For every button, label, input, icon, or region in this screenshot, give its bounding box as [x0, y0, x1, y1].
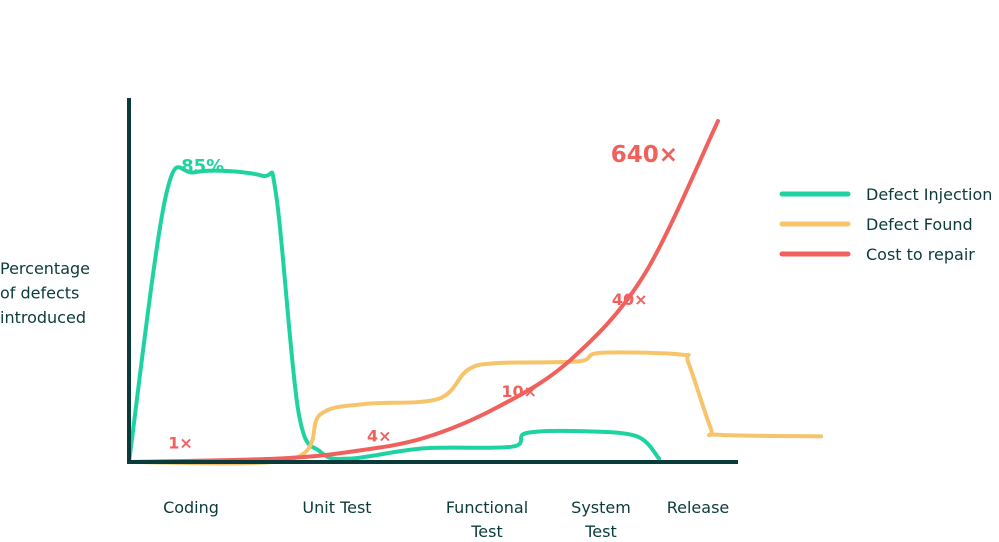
- x-tick-label: Unit Test: [302, 498, 371, 517]
- x-tick-label: Functional Test: [446, 498, 528, 541]
- y-axis-label-line: Percentage: [0, 259, 90, 278]
- x-tick-label-line: Test: [584, 522, 617, 541]
- x-tick-label-line: Release: [667, 498, 730, 517]
- series-line-2: [127, 350, 824, 466]
- x-tick-label-line: System: [571, 498, 631, 517]
- x-tick-label-line: Coding: [163, 498, 219, 517]
- y-axis-label-line: introduced: [0, 308, 86, 327]
- x-tick-label-line: Test: [470, 522, 503, 541]
- legend-label: Defect Injection: [866, 185, 992, 204]
- annotation-label: 640×: [611, 142, 678, 168]
- legend-item: Cost to repair: [779, 245, 975, 264]
- series-line-1: [127, 165, 662, 464]
- annotation-label: 85%: [181, 156, 224, 177]
- x-tick-label: System Test: [571, 498, 631, 541]
- x-tick-label-line: Unit Test: [302, 498, 371, 517]
- y-axis-label-line: of defects: [0, 284, 79, 303]
- annotation-label: 4×: [367, 427, 392, 446]
- series-line-3: [127, 119, 720, 464]
- annotation-label: 1×: [168, 433, 193, 452]
- legend-item: Defect Found: [779, 215, 973, 234]
- annotation-label: 40×: [612, 290, 648, 309]
- annotation-label: 10×: [501, 382, 537, 401]
- y-axis-label: Percentage of defects introduced: [0, 259, 90, 327]
- x-tick-label: Release: [667, 498, 730, 517]
- legend-item: Defect Injection: [779, 185, 992, 204]
- x-tick-label: Coding: [163, 498, 219, 517]
- legend-label: Cost to repair: [866, 245, 975, 264]
- legend-label: Defect Found: [866, 215, 973, 234]
- x-tick-label-line: Functional: [446, 498, 528, 517]
